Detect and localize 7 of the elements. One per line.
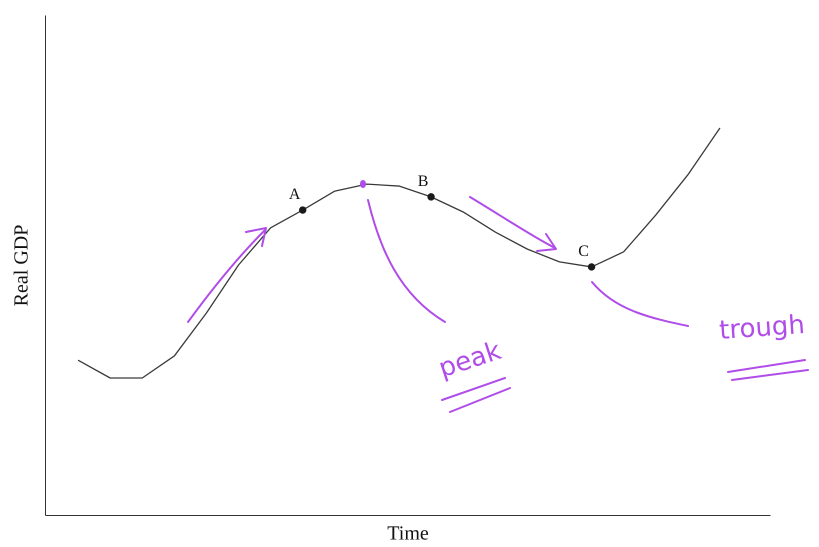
annotation: A [288,186,301,204]
x-axis-title: Time [387,522,429,544]
annotation: trough [718,310,806,346]
annotation: C [578,242,589,260]
annotation: B [418,172,428,190]
y-axis-title: Real GDP [10,224,32,306]
annotation: peak [435,336,505,384]
